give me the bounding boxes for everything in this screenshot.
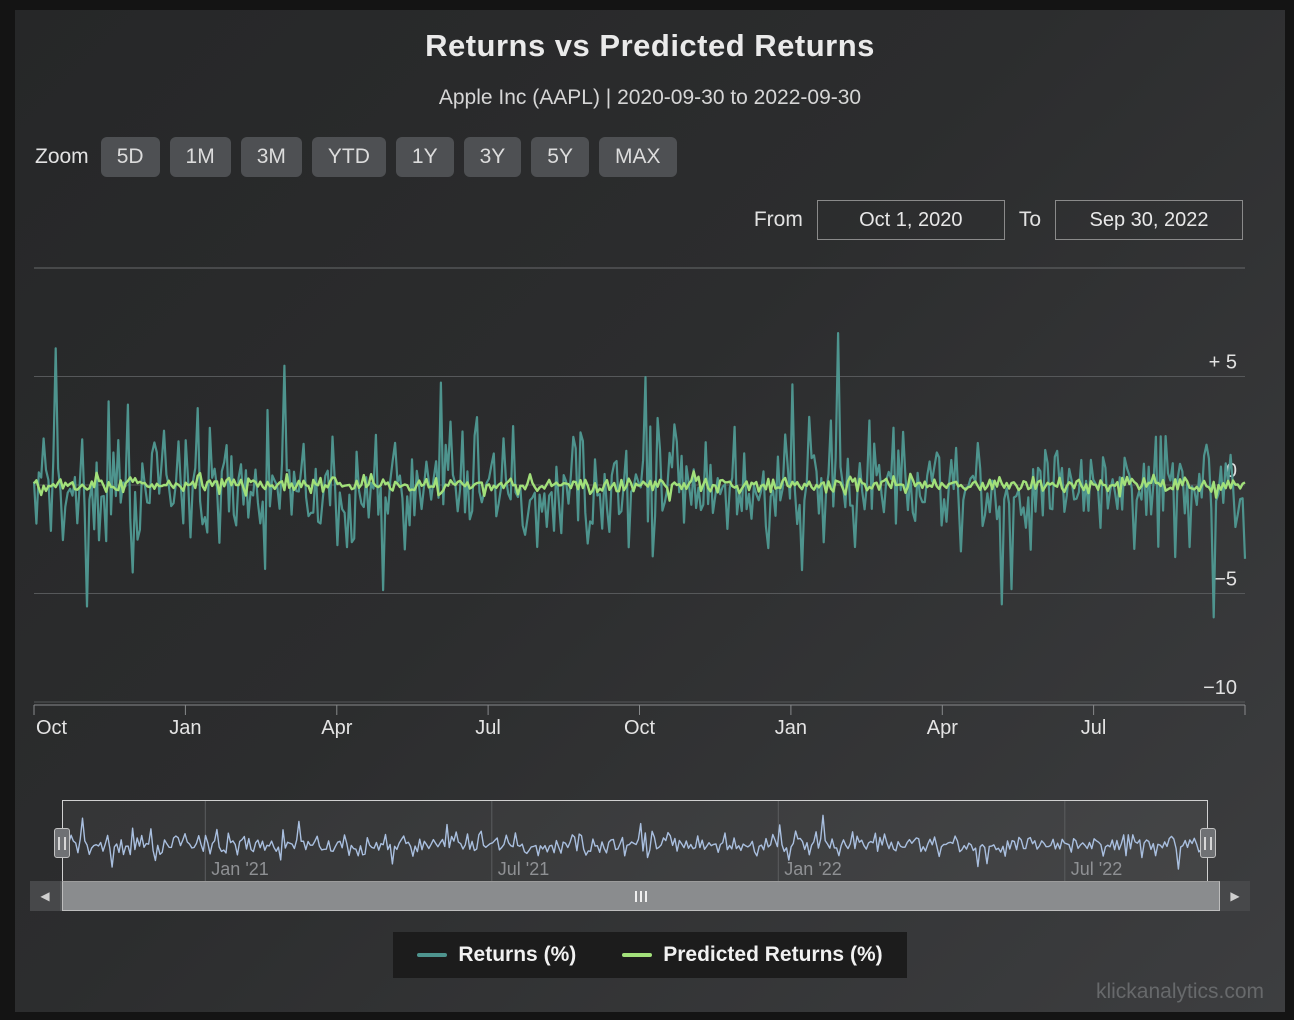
zoom-preset-row: Zoom 5D 1M 3M YTD 1Y 3Y 5Y MAX <box>35 137 687 177</box>
y-axis-label: −10 <box>1203 677 1237 699</box>
legend-line-marker-icon <box>417 953 448 957</box>
scrollbar: ◀ ▶ <box>30 881 1250 911</box>
to-label: To <box>1018 208 1041 231</box>
scrollbar-track[interactable] <box>60 881 1220 911</box>
x-axis-label: Apr <box>321 717 352 739</box>
zoom-button-1m[interactable]: 1M <box>169 137 231 177</box>
zoom-button-3m[interactable]: 3M <box>240 137 302 177</box>
zoom-label: Zoom <box>35 145 89 168</box>
navigator-handle-right-icon[interactable] <box>1200 828 1216 858</box>
legend-item-returns[interactable]: Returns (%) <box>417 943 576 967</box>
zoom-buttons-group: 5D 1M 3M YTD 1Y 3Y 5Y MAX <box>100 137 687 177</box>
x-axis-label: Jan <box>775 717 807 739</box>
to-date-input[interactable] <box>1055 200 1243 240</box>
legend-label: Returns (%) <box>458 943 577 966</box>
legend-label: Predicted Returns (%) <box>663 943 883 966</box>
zoom-button-max[interactable]: MAX <box>598 137 677 177</box>
zoom-button-3y[interactable]: 3Y <box>463 137 522 177</box>
legend: Returns (%) Predicted Returns (%) <box>393 932 907 978</box>
from-date-input[interactable] <box>816 200 1005 240</box>
navigator-mini-chart[interactable]: Jan '21 Jul '21 Jan '22 Jul '22 <box>62 800 1208 881</box>
scrollbar-right-arrow-icon[interactable]: ▶ <box>1220 881 1250 911</box>
navigator-axis-label: Jul '22 <box>1071 859 1122 879</box>
returns-series-line[interactable] <box>32 332 1247 619</box>
scrollbar-grip-icon <box>635 890 647 902</box>
x-axis-label: Oct <box>624 717 656 739</box>
from-label: From <box>753 208 803 231</box>
predicted-returns-series-line[interactable] <box>33 470 1246 502</box>
legend-row: Returns (%) Predicted Returns (%) <box>15 932 1285 978</box>
zoom-button-5y[interactable]: 5Y <box>531 137 589 177</box>
x-axis-label: Oct <box>36 717 68 739</box>
legend-line-marker-icon <box>622 953 653 957</box>
scrollbar-thumb[interactable] <box>62 881 1220 911</box>
navigator-axis-label: Jan '22 <box>784 859 841 879</box>
navigator-handle-left-icon[interactable] <box>54 828 70 858</box>
date-range-selector: From To <box>754 200 1243 240</box>
navigator-series-line <box>62 814 1208 870</box>
y-axis-label: + 5 <box>1209 352 1237 374</box>
x-axis-label: Jul <box>1081 717 1107 739</box>
chart-subtitle: Apple Inc (AAPL) | 2020-09-30 to 2022-09… <box>438 86 862 109</box>
zoom-button-5d[interactable]: 5D <box>100 137 160 177</box>
zoom-button-1y[interactable]: 1Y <box>395 137 454 177</box>
x-axis-label: Jul <box>475 717 501 739</box>
chart-container: Returns vs Predicted Returns Apple Inc (… <box>15 10 1285 1012</box>
watermark: klickanalytics.com <box>1095 980 1264 1003</box>
y-axis-label: −5 <box>1214 569 1237 591</box>
navigator[interactable]: Jan '21 Jul '21 Jan '22 Jul '22 <box>54 800 1216 881</box>
x-axis-label: Apr <box>927 717 958 739</box>
navigator-axis-label: Jul '21 <box>498 859 549 879</box>
chart-title: Returns vs Predicted Returns <box>425 28 875 63</box>
scrollbar-left-arrow-icon[interactable]: ◀ <box>30 881 60 911</box>
zoom-button-ytd[interactable]: YTD <box>311 137 386 177</box>
x-axis-label: Jan <box>169 717 201 739</box>
navigator-axis-label: Jan '21 <box>211 859 268 879</box>
legend-item-predicted-returns[interactable]: Predicted Returns (%) <box>622 943 883 967</box>
navigator-selected-mask <box>62 800 1208 881</box>
